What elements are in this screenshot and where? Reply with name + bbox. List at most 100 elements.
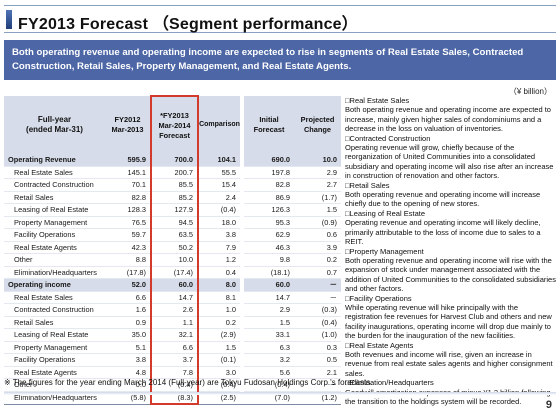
cell-fy2014: 2.6 [150,303,199,317]
cell-fy2012: 4.8 [105,366,151,379]
column-gap [240,203,244,216]
cell-fy2012: (17.8) [105,266,151,279]
cell-initial: 3.2 [244,353,294,367]
cell-comparison: (0.4) [198,378,240,392]
row-label: Leasing of Real Estate [4,328,105,342]
cell-projected: 0.3 [294,341,341,354]
row-label: Facility Operations [4,228,105,242]
cell-projected: 0.2 [294,253,341,267]
note-heading: □Elimination/Headquarters [345,378,434,388]
cell-initial: 6.3 [244,341,294,354]
cell-fy2014: 60.0 [150,278,199,292]
table-row: Leasing of Real Estate 35.0 32.1 (2.9) 33.1(… [4,328,341,342]
page-number: 9 [545,399,552,411]
header-initial-forecast: Initial Forecast [244,96,294,154]
table-row: Other 8.8 10.0 1.2 9.8 0.2 [4,253,341,267]
cell-initial: (0.4) [244,378,294,392]
cell-projected: 0.7 [294,266,341,279]
title-marker [6,10,12,29]
row-label: Property Management [4,341,105,354]
row-label: Facility Operations [4,353,105,367]
note-text: Goodwill amortization expenses of minus … [345,388,551,406]
cell-fy2012: 70.1 [105,178,151,192]
cell-fy2014: 63.5 [150,228,199,242]
header-fullyear: Full-year (ended Mar-31) [4,96,105,154]
row-label: Contracted Construction [4,303,105,317]
cell-fy2012: 0.0 [105,378,151,392]
cell-projected: (1.7) [294,191,341,204]
cell-fy2012: 1.6 [105,303,151,317]
cell-fy2012: 82.8 [105,191,151,204]
row-label: Other [4,378,105,392]
table-header-row: Full-year (ended Mar-31) FY2012 Mar-2013… [4,95,341,154]
row-label: Operating Revenue [4,154,105,167]
row-label: Elimination/Headquarters [4,266,105,279]
note-heading: □Real Estate Agents [345,340,414,350]
cell-initial: 60.0 [244,278,294,292]
cell-fy2012: 35.0 [105,328,151,342]
column-gap [240,253,244,266]
note-text: Both operating revenue and operating inc… [345,105,551,134]
cell-initial: 46.3 [244,241,294,254]
header-fy2012: FY2012 Mar-2013 [105,96,151,154]
row-label: Real Estate Sales [4,291,105,304]
note-heading: □Property Management [345,246,424,256]
table-row: Other 0.0 (0.4) (0.4) (0.4) － [4,378,341,392]
cell-fy2014: (0.4) [150,378,199,392]
column-gap [240,353,244,366]
cell-initial: 33.1 [244,328,294,342]
column-gap [240,191,244,204]
cell-projected: 2.7 [294,178,341,192]
cell-projected: 3.9 [294,241,341,254]
cell-fy2012: 59.7 [105,228,151,242]
cell-fy2014: 10.0 [150,253,199,267]
cell-comparison: 0.4 [198,266,240,279]
column-gap [240,303,244,316]
note-text: Operating revenue and operating income w… [345,218,541,247]
table-section-row: Operating income 52.0 60.0 8.0 60.0 － [4,278,341,292]
unit-label: （¥ billion） [508,87,552,96]
table-row: Property Management 76.5 94.5 18.0 95.3 (0.9) [4,216,341,229]
table-row: Contracted Construction 70.1 85.5 15.4 82.8 2… [4,178,341,192]
table-row: Leasing of Real Estate 128.3 127.9 (0.4) 126… [4,203,341,217]
cell-projected: (1.0) [294,328,341,342]
cell-projected: － [294,378,341,392]
footer-divider [4,392,556,395]
row-label: Real Estate Sales [4,166,105,179]
page-title: FY2013 Forecast （Segment performance） [18,16,358,33]
note-text: Both operating revenue and operating inc… [345,190,541,209]
note-heading: □Facility Operations [345,293,412,303]
cell-fy2014: 3.7 [150,353,199,367]
note-text: Operating revenue will grow, chiefly bec… [345,143,554,181]
column-gap [240,366,244,379]
cell-fy2012: 5.1 [105,341,151,354]
cell-initial: 126.3 [244,203,294,217]
column-gap [240,166,244,179]
column-gap [240,391,244,405]
column-gap [240,154,244,166]
cell-projected: 0.5 [294,353,341,367]
note-heading: □Leasing of Real Estate [345,208,425,218]
cell-fy2014: 127.9 [150,203,199,217]
column-gap [240,341,244,354]
cell-projected: (0.3) [294,303,341,317]
cell-projected: 2.9 [294,166,341,179]
forecast-table: Full-year (ended Mar-31) FY2012 Mar-2013… [4,95,341,405]
cell-fy2014: 14.7 [150,291,199,304]
summary-banner: Both operating revenue and operating inc… [4,40,556,80]
row-label: Leasing of Real Estate [4,203,105,217]
cell-fy2012: 8.8 [105,253,151,267]
table-row: Real Estate Agents 4.8 7.8 3.0 5.6 2.1 [4,366,341,379]
column-gap [240,178,244,191]
note-heading: □Contracted Construction [345,133,431,143]
table-row: Contracted Construction 1.6 2.6 1.0 2.9 (0.3) [4,303,341,317]
cell-fy2014: 200.7 [150,166,199,179]
cell-fy2012: 42.3 [105,241,151,254]
cell-fy2012: 6.6 [105,291,151,304]
header-comparison: Comparison [198,96,240,154]
note-text: Both revenues and income will rise, give… [345,349,553,378]
row-label: Real Estate Agents [4,241,105,254]
cell-fy2014: 1.1 [150,316,199,329]
column-gap [240,228,244,241]
